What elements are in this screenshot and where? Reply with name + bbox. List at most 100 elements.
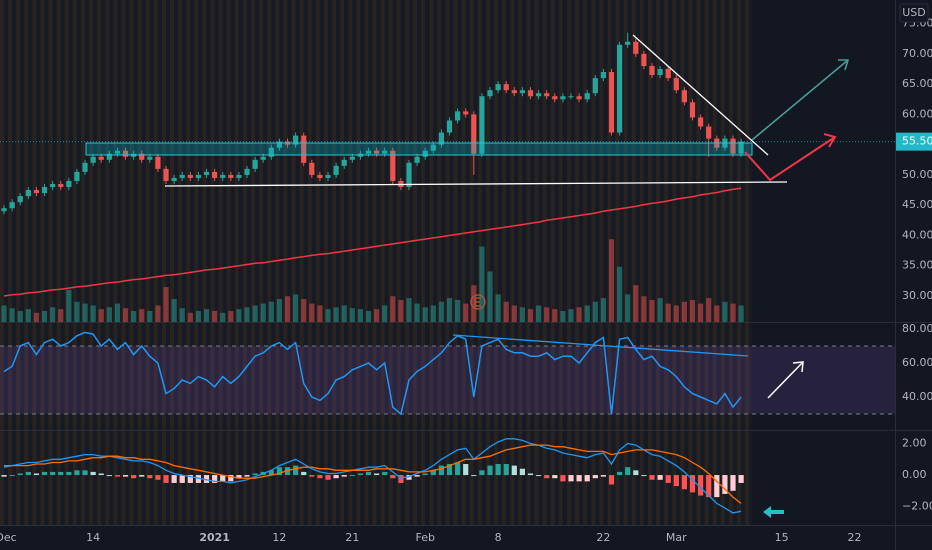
candle-body [325, 174, 331, 178]
macd-histogram-bar [195, 475, 202, 483]
macd-histogram-bar [633, 470, 639, 476]
y-tick-label: −2.00 [902, 500, 932, 513]
volume-bar [414, 303, 420, 322]
candle-body [309, 162, 315, 175]
candle-body [560, 96, 566, 100]
rsi-arrow-head [792, 361, 804, 373]
candle-body [536, 93, 542, 97]
volume-bar [187, 312, 193, 322]
candle-body [689, 102, 696, 118]
volume-bar [706, 298, 712, 322]
candle-body [50, 184, 56, 188]
volume-bar [714, 305, 720, 322]
candle-body [527, 90, 534, 97]
candle-body [33, 190, 40, 194]
candle-body [665, 69, 671, 79]
volume-bar [212, 310, 218, 322]
macd-histogram-bar [228, 475, 234, 482]
volume-bar [106, 307, 112, 322]
y-tick-label: 0.00 [902, 468, 927, 481]
macd-histogram-bar [268, 470, 274, 476]
x-tick-label: 15 [775, 531, 789, 544]
macd-histogram-bar [689, 475, 696, 493]
macd-histogram-bar [519, 468, 526, 476]
macd-histogram-bar [536, 475, 542, 477]
macd-histogram-bar [82, 470, 88, 476]
volume-bar [698, 303, 704, 322]
candle-body [446, 120, 453, 133]
candle-body [738, 141, 744, 154]
macd-histogram-bar [171, 475, 177, 483]
x-tick-label: Feb [415, 531, 434, 544]
volume-bar [17, 310, 23, 322]
volume-bar [608, 239, 615, 322]
macd-histogram-bar [365, 471, 372, 476]
candle-body [455, 111, 461, 121]
macd-histogram-bar [33, 473, 40, 476]
macd-histogram-bar [357, 473, 364, 476]
volume-bar [592, 301, 598, 322]
y-tick-label: 80.00 [902, 322, 932, 335]
rsi-band [0, 345, 895, 415]
macd-histogram-bar [163, 475, 169, 483]
macd-histogram-bar [58, 471, 64, 476]
macd-histogram-bar [657, 475, 663, 480]
bull-arrow [751, 59, 849, 141]
macd-histogram-bar [730, 475, 736, 491]
volume-bar [341, 305, 347, 322]
macd-histogram-bar [681, 475, 688, 490]
candle-body [195, 174, 202, 178]
volume-bar [438, 301, 445, 322]
candle-body [495, 84, 501, 91]
macd-histogram-bar [600, 475, 607, 477]
macd-histogram-bar [374, 473, 380, 476]
macd-histogram-bar [9, 475, 15, 477]
rsi-arrow [767, 361, 804, 399]
candle-body [422, 150, 428, 157]
candle-body [471, 114, 477, 154]
volume-bar [665, 303, 671, 322]
candle-body [114, 150, 121, 154]
volume-bar [568, 309, 574, 322]
x-tick-label: 8 [495, 531, 502, 544]
volume-bar [487, 271, 493, 322]
volume-bar [641, 296, 647, 322]
macd-histogram-bar [625, 467, 631, 476]
marks: 75.0070.0065.0060.0055.0050.0045.0040.00… [0, 17, 932, 544]
volume-bar [730, 303, 736, 322]
bull-arrow-head [838, 59, 850, 71]
volume-bar [552, 309, 558, 322]
macd-histogram-bar [187, 475, 193, 483]
macd-histogram-bar [333, 475, 339, 479]
volume-bar [617, 266, 623, 322]
y-tick-label: 60.00 [902, 107, 932, 120]
x-tick-label: 22 [848, 531, 862, 544]
macd-histogram-bar [455, 462, 461, 476]
candle-body [301, 135, 307, 163]
volume-bar [390, 296, 396, 322]
volume-bar [398, 299, 404, 322]
volume-bar [560, 310, 566, 322]
candle-body [608, 72, 615, 133]
macd-histogram-bar [325, 475, 331, 480]
macd-histogram-bar [511, 465, 517, 476]
volume-bar [349, 308, 355, 322]
volume-bar [203, 309, 210, 322]
volume-bar [681, 301, 688, 322]
volume-bar [536, 305, 542, 322]
volume-bar [689, 299, 696, 322]
macd-histogram-bar [114, 475, 121, 477]
candle-body [576, 96, 582, 100]
volume-bar [284, 296, 291, 322]
candle-body [25, 190, 31, 197]
macd-histogram-bar [706, 475, 712, 498]
candle-body [244, 168, 250, 175]
candle-body [625, 41, 631, 45]
volume-bar [657, 298, 663, 322]
y-tick-label: 60.00 [902, 356, 932, 369]
macd-histogram-bar [122, 475, 129, 477]
volume-bar [66, 289, 72, 322]
volume-bar [365, 310, 372, 322]
volume-bar [463, 303, 469, 322]
